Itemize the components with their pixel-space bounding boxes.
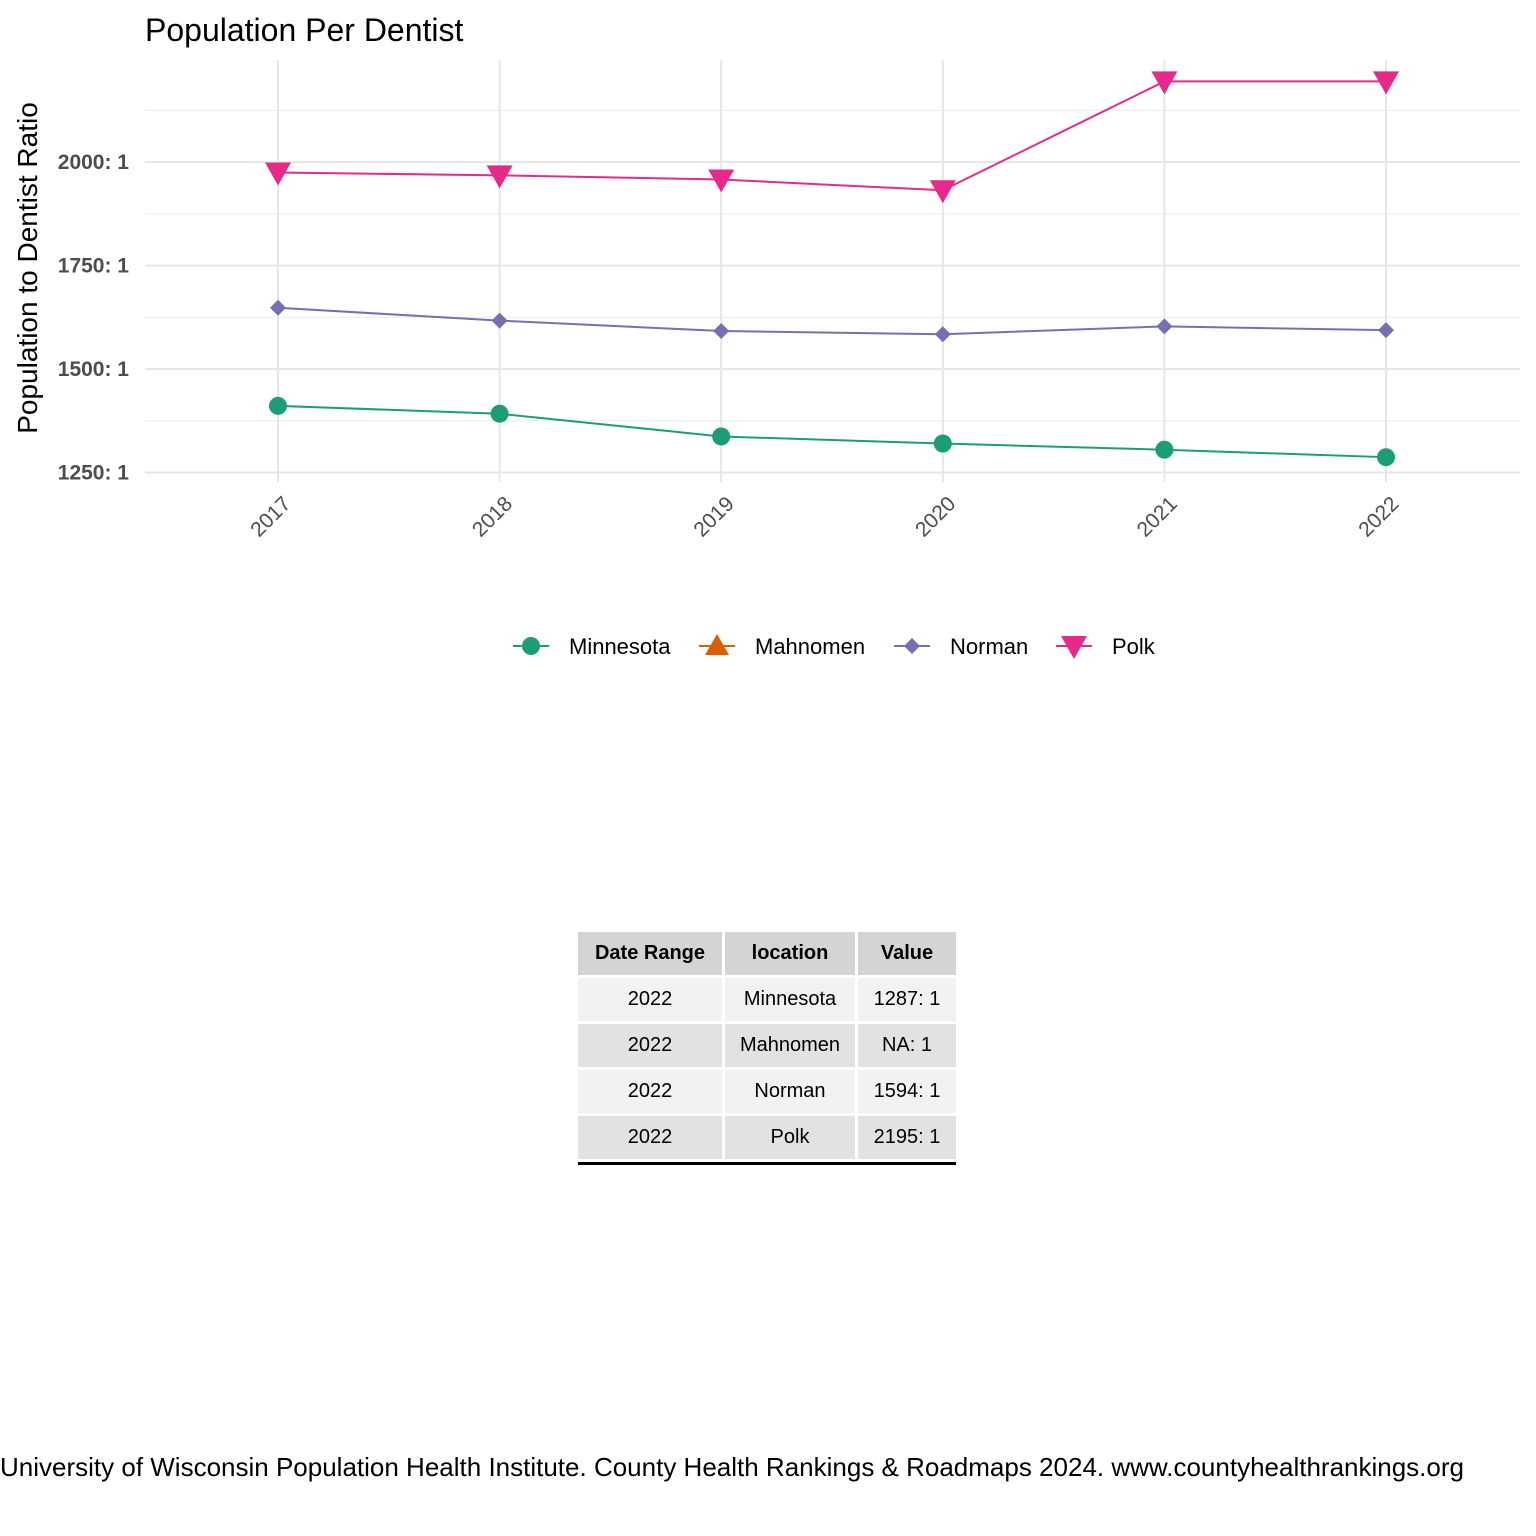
cell-location: Minnesota [725,978,855,1021]
header-location: location [725,932,855,975]
circle-marker [933,434,952,453]
cell-location: Polk [725,1116,855,1159]
diamond-marker [904,638,920,654]
cell-location: Mahnomen [725,1024,855,1067]
y-tick-label: 1750: 1 [58,255,130,278]
chart-title: Population Per Dentist [145,12,464,48]
diamond-marker [491,312,508,329]
circle-marker [269,396,287,415]
summary-table: Date Range location Value 2022 Minnesota… [575,929,959,1162]
table-row: 2022 Norman 1594: 1 [578,1070,956,1113]
table-row: 2022 Mahnomen NA: 1 [578,1024,956,1067]
diamond-marker [713,322,730,339]
triangle-down-marker [486,165,513,189]
y-tick-label: 2000: 1 [58,151,130,174]
legend-label: Norman [950,634,1028,659]
triangle-down-marker [929,180,956,204]
line-chart: Population Per Dentist Population to Den… [12,12,1520,659]
cell-value: 2195: 1 [858,1116,956,1159]
cell-date-range: 2022 [578,978,722,1021]
x-tick-label: 2022 [1354,492,1403,541]
legend: Minnesota Mahnomen Norman Polk [513,634,1156,659]
y-tick-label: 1500: 1 [58,358,130,381]
x-tick-label: 2021 [1133,492,1182,541]
cell-value: NA: 1 [858,1024,956,1067]
diamond-marker [270,299,286,316]
legend-label: Mahnomen [755,634,865,659]
triangle-down-marker [1373,71,1399,95]
series-line-norman [277,306,1387,336]
circle-marker [1377,448,1395,467]
diamond-marker [1156,318,1173,335]
triangle-down-marker [265,162,291,186]
cell-date-range: 2022 [578,1024,722,1067]
circle-marker [522,637,540,655]
circle-marker [490,404,509,423]
header-value: Value [858,932,956,975]
cell-date-range: 2022 [578,1116,722,1159]
triangle-up-marker [705,634,729,655]
cell-date-range: 2022 [578,1070,722,1113]
series-line-polk [277,80,1386,192]
triangle-down-marker [1151,71,1178,95]
grid-lines [145,60,1520,482]
y-tick-label: 1250: 1 [58,462,130,485]
legend-label: Polk [1112,634,1156,659]
table-bottom-rule [578,1162,956,1165]
triangle-down-marker [708,169,735,193]
y-axis-ticks: 1250: 1 1500: 1 1750: 1 2000: 1 [58,151,130,484]
triangle-down-marker [1061,636,1087,659]
x-axis-ticks: 2017 2018 2019 2020 2021 2022 [246,492,1403,541]
header-date-range: Date Range [578,932,722,975]
diamond-marker [934,326,951,343]
x-tick-label: 2018 [468,492,517,541]
cell-location: Norman [725,1070,855,1113]
cell-value: 1594: 1 [858,1070,956,1113]
series-line-minnesota [277,404,1387,459]
x-tick-label: 2019 [689,492,738,541]
table-row: 2022 Polk 2195: 1 [578,1116,956,1159]
circle-marker [1155,440,1174,459]
diamond-marker [1378,322,1394,339]
legend-label: Minnesota [569,634,671,659]
cell-value: 1287: 1 [858,978,956,1021]
circle-marker [712,427,731,446]
y-axis-title: Population to Dentist Ratio [12,102,43,434]
table-row: 2022 Minnesota 1287: 1 [578,978,956,1021]
summary-table-container: Date Range location Value 2022 Minnesota… [578,932,956,1165]
source-caption: University of Wisconsin Population Healt… [0,1452,1464,1482]
x-tick-label: 2020 [911,492,960,541]
series-layer [265,71,1399,467]
table-header-row: Date Range location Value [578,932,956,975]
x-tick-label: 2017 [246,492,295,541]
